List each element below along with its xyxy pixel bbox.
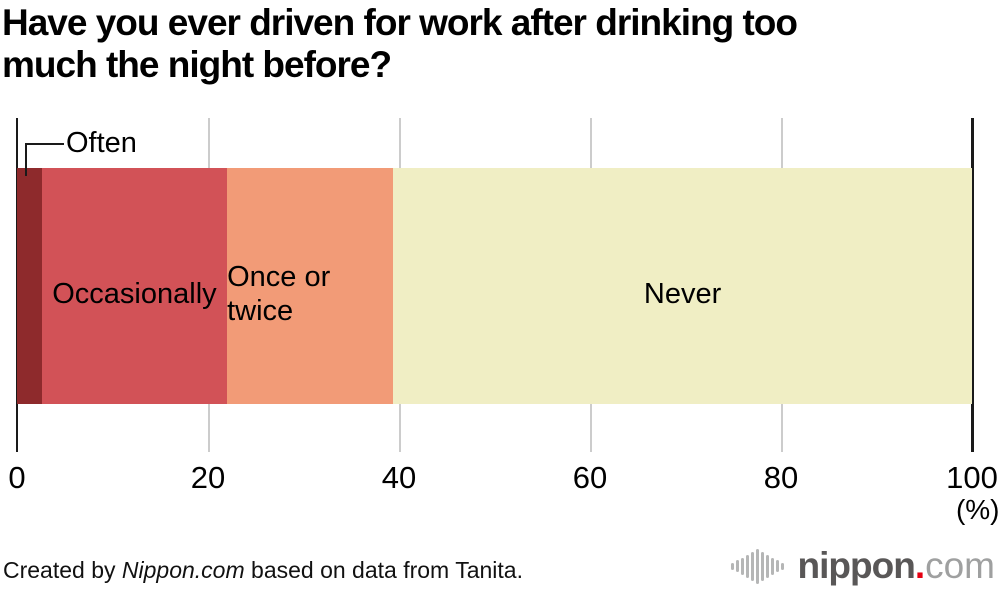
x-tick-40: 40 [381, 460, 417, 495]
x-tick-60: 60 [572, 460, 608, 495]
segment-label-occasionally: Occasionally [52, 278, 217, 310]
stacked-bar: Occasionally Once or twice Never [17, 168, 972, 404]
segment-label-never: Never [643, 278, 722, 310]
bar-segment-once-or-twice: Once or twice [227, 168, 394, 404]
axis-line-100 [971, 118, 974, 452]
logo-dot: . [914, 545, 926, 586]
logo-wordmark: nippon [797, 545, 916, 586]
credit-line: Created by Nippon.com based on data from… [3, 557, 523, 584]
chart-title-line2: much the night before? [2, 44, 392, 85]
x-tick-0: 0 [8, 460, 26, 495]
segment-label-once-or-twice: Once or twice [227, 261, 331, 327]
x-tick-80: 80 [763, 460, 799, 495]
stacked-bar-chart: Occasionally Once or twice Never Often 0… [8, 118, 999, 525]
x-axis-unit-label: (%) [955, 494, 1000, 525]
credit-suffix: based on data from Tanita. [244, 557, 523, 583]
bar-segment-never: Never [393, 168, 972, 404]
chart-title-line1: Have you ever driven for work after drin… [2, 2, 798, 43]
credit-prefix: Created by [3, 557, 122, 583]
x-tick-100: 100 [946, 460, 998, 495]
nippon-logo: nippon . com [730, 544, 995, 588]
segment-label-often: Often [66, 127, 137, 159]
bar-segment-occasionally: Occasionally [41, 168, 228, 404]
chart-title: Have you ever driven for work after drin… [2, 2, 992, 86]
bar-segment-often [17, 168, 42, 404]
waveform-bars-icon [730, 546, 786, 586]
callout-line-horizontal [25, 143, 64, 145]
callout-line-vertical [25, 143, 27, 176]
logo-tld: com [925, 545, 995, 586]
credit-source: Nippon.com [121, 557, 245, 583]
x-tick-20: 20 [190, 460, 226, 495]
